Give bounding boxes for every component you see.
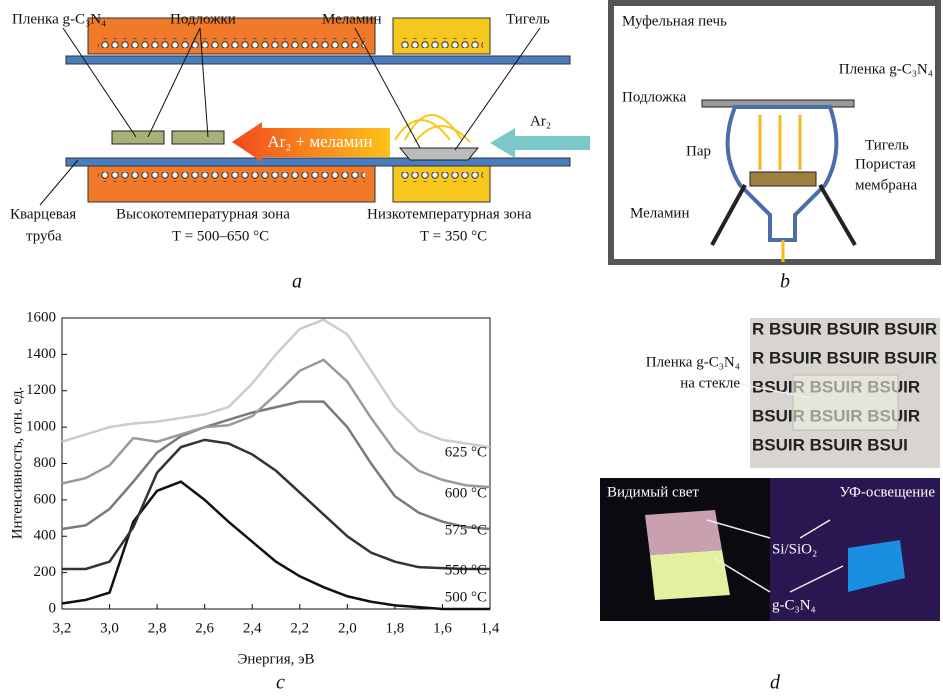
panel-b: Муфельная печь Пленка g-C₃N₄ Подложка Ти… <box>611 3 938 293</box>
sample <box>645 510 722 555</box>
membrane <box>750 172 816 186</box>
tube-wall <box>66 158 570 166</box>
line-series <box>62 440 490 569</box>
series-label: 500 °C <box>445 589 487 605</box>
y-tick-label: 400 <box>34 528 57 544</box>
substrate <box>112 131 164 144</box>
photo-row: R BSUIR BSUIR BSUIR <box>752 348 937 367</box>
line-series <box>62 320 490 447</box>
series-label: 625 °C <box>445 444 487 460</box>
vapor <box>395 115 470 142</box>
label: на стекле <box>680 375 740 391</box>
label: Пленка g-C₃N₄ <box>839 61 933 77</box>
x-tick-label: 3,2 <box>53 620 72 636</box>
y-tick-label: 800 <box>34 455 57 471</box>
line-series <box>62 402 490 529</box>
label: Si/SiO₂ <box>772 541 817 557</box>
coils <box>400 38 483 48</box>
label: Подложки <box>170 11 236 27</box>
label: Тигель <box>865 137 909 153</box>
series-label: 550 °C <box>445 562 487 578</box>
label: Кварцевая <box>10 206 76 222</box>
label: Ar₂ <box>530 113 551 129</box>
y-tick-label: 200 <box>34 564 57 580</box>
label: Подложка <box>622 89 687 105</box>
y-tick-label: 0 <box>49 600 57 616</box>
label: труба <box>26 228 62 244</box>
label: T = 350 °C <box>420 228 487 244</box>
panel-letter: b <box>780 271 790 293</box>
x-tick-label: 3,0 <box>100 620 119 636</box>
label: Меламин <box>322 11 382 27</box>
crucible <box>400 148 478 160</box>
x-axis-title: Энергия, эВ <box>237 651 314 667</box>
x-tick-label: 2,0 <box>338 620 357 636</box>
series-label: 600 °C <box>445 485 487 501</box>
gas-arrow <box>490 128 590 158</box>
y-tick-label: 1200 <box>26 382 56 398</box>
coils <box>98 38 365 48</box>
heater-cold-bottom <box>393 166 490 202</box>
x-tick-label: 2,8 <box>148 620 167 636</box>
label: Пар <box>686 143 711 159</box>
photo-row: R BSUIR BSUIR BSUIR <box>752 319 937 338</box>
coils <box>98 172 365 182</box>
y-tick-label: 1000 <box>26 419 56 435</box>
sample <box>650 550 730 600</box>
label: УФ-освещение <box>840 484 936 500</box>
label: Высокотемпературная зона <box>116 206 290 222</box>
label: Пленка g-C₃N₄ <box>12 11 106 27</box>
panel-letter: a <box>292 271 302 293</box>
y-tick-label: 600 <box>34 491 57 507</box>
label: Пленка g-C₃N₄ <box>646 354 740 370</box>
label: g-C₃N₄ <box>772 597 816 613</box>
y-tick-label: 1400 <box>26 346 56 362</box>
x-tick-label: 1,4 <box>481 620 500 636</box>
tube-wall <box>66 56 570 64</box>
panel-letter: d <box>770 672 781 693</box>
photo-row: BSUIR BSUIR BSUI <box>752 435 908 454</box>
coils <box>400 172 483 182</box>
y-axis-title: Интенсивность, отн. ед. <box>9 387 25 540</box>
panel-d: R BSUIR BSUIR BSUIR R BSUIR BSUIR BSUIR BS… <box>600 318 940 693</box>
label: Тигель <box>506 11 550 27</box>
label: мембрана <box>855 177 917 193</box>
y-tick-label: 1600 <box>26 309 56 325</box>
label: Муфельная печь <box>622 13 727 29</box>
heater-hot-bottom <box>88 166 375 202</box>
panel-c: Энергия, эВ Интенсивность, отн. ед. c 0 2… <box>9 309 499 693</box>
heater-cold-top <box>393 18 490 54</box>
label: T = 500–650 °C <box>172 228 269 244</box>
panel-letter: c <box>276 672 285 693</box>
figure: Пленка g-C₃N₄ Подложки Меламин Тигель Ar… <box>0 0 943 693</box>
plot-frame <box>62 318 490 609</box>
label: Пористая <box>855 156 916 172</box>
x-tick-label: 2,6 <box>195 620 214 636</box>
label: Видимый свет <box>607 484 699 500</box>
film-sample <box>793 375 898 430</box>
x-tick-label: 2,2 <box>290 620 309 636</box>
series-label: 575 °C <box>445 522 487 538</box>
substrate <box>172 131 224 144</box>
panel-a: Пленка g-C₃N₄ Подложки Меламин Тигель Ar… <box>10 11 590 292</box>
label: Ar₂ + меламин <box>267 132 372 151</box>
label: Меламин <box>630 205 690 221</box>
x-tick-label: 1,6 <box>433 620 452 636</box>
x-tick-label: 2,4 <box>243 620 262 636</box>
x-tick-label: 1,8 <box>386 620 405 636</box>
line-series <box>62 482 490 609</box>
label: Низкотемпературная зона <box>367 206 532 222</box>
